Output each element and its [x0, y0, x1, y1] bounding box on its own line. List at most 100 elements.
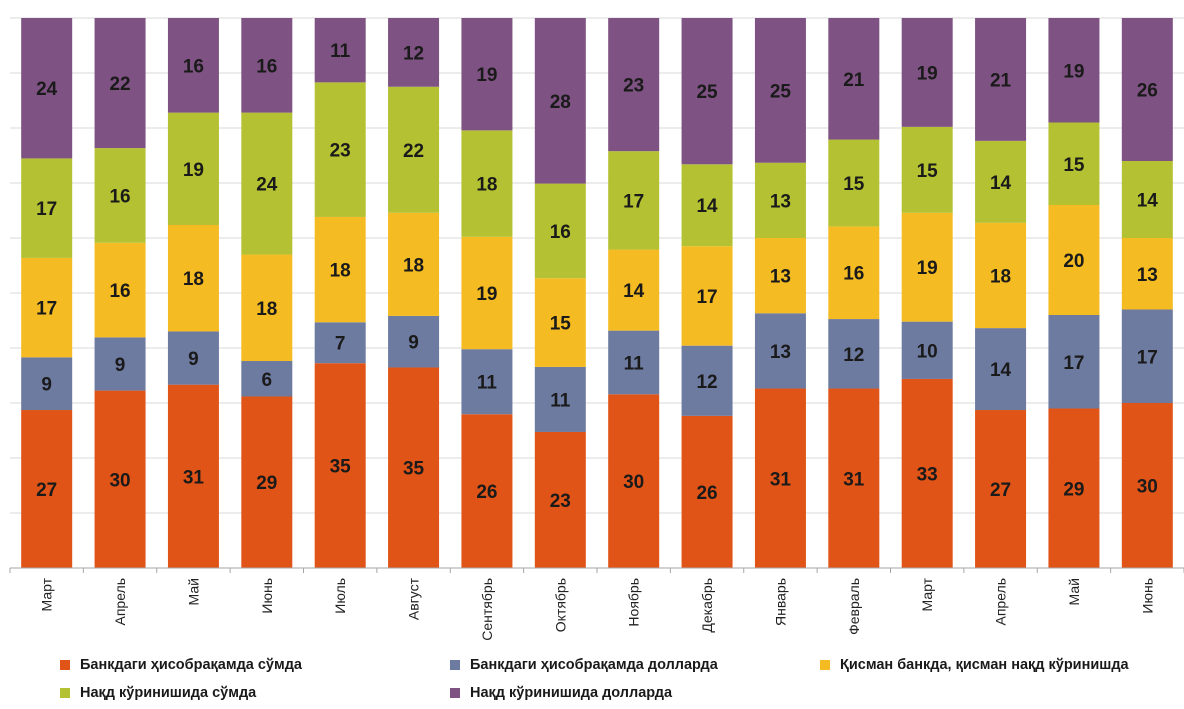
data-label: 16	[109, 186, 130, 207]
bar-segment	[167, 112, 219, 225]
data-label: 25	[770, 81, 792, 102]
bar-segment	[314, 216, 366, 323]
legend-item-series-1: Банкдаги ҳисобрақамда сўмда	[60, 655, 302, 675]
legend-item-series-2: Банкдаги ҳисобрақамда долларда	[450, 655, 718, 675]
data-label: 16	[550, 222, 571, 243]
data-label: 27	[990, 480, 1011, 501]
bar-segment	[608, 18, 660, 152]
bar-segment	[388, 212, 440, 316]
data-labels: 27 9 17 17 24 30 9 16 16 22 31 9 18 19 16 29 6 18 24 16 35 7 1…	[36, 41, 1158, 512]
legend-label: Нақд кўринишида сўмда	[80, 685, 257, 701]
data-label: 26	[696, 483, 717, 504]
bar-segment	[754, 18, 806, 163]
bar-segment	[1048, 408, 1100, 568]
data-label: 11	[624, 353, 645, 374]
data-label: 30	[109, 470, 130, 491]
bar-segment	[461, 18, 513, 131]
data-label: 17	[623, 191, 644, 212]
data-label: 17	[36, 299, 57, 320]
bar-segment	[241, 361, 293, 397]
data-label: 16	[256, 56, 277, 77]
data-label: 17	[36, 199, 57, 220]
data-label: 28	[550, 92, 571, 113]
data-label: 10	[917, 341, 938, 362]
bar-segment	[21, 410, 73, 568]
bar-segment	[901, 378, 953, 568]
bar-segment	[1048, 205, 1100, 315]
bar-segment	[608, 249, 660, 331]
bar-segment	[608, 151, 660, 250]
data-label: 14	[1137, 191, 1159, 212]
data-label: 20	[1063, 251, 1084, 272]
bar-segment	[754, 313, 806, 389]
data-label: 19	[917, 258, 938, 279]
data-label: 19	[183, 160, 204, 181]
x-axis: Март Апрель Май Июнь Июль Август Сентябрь Октяб…	[9, 567, 1184, 641]
legend-swatch	[450, 660, 460, 670]
x-tick-label: Ноябрь	[626, 578, 642, 627]
data-label: 11	[550, 390, 571, 411]
data-label: 35	[403, 459, 425, 480]
bar-segment	[828, 388, 880, 568]
data-label: 6	[262, 370, 273, 391]
data-label: 31	[843, 469, 865, 490]
data-label: 15	[843, 174, 865, 195]
bar-segment	[754, 162, 806, 238]
x-tick-label: Октябрь	[552, 578, 568, 632]
legend-swatch	[60, 660, 70, 670]
bar-segment	[167, 18, 219, 113]
stacked-bar-chart: 27 9 17 17 24 30 9 16 16 22 31 9 18 19 16 29 6 18 24 16 35 7 1…	[9, 17, 1184, 641]
legend-item-series-4: Нақд кўринишида сўмда	[60, 683, 256, 703]
data-label: 22	[109, 74, 130, 95]
data-label: 9	[41, 375, 52, 396]
data-label: 17	[696, 287, 717, 308]
data-label: 24	[256, 175, 278, 196]
bar-segment	[241, 112, 293, 255]
bar-segment	[388, 315, 440, 368]
bars	[21, 18, 1173, 568]
bar-segment	[1121, 161, 1173, 238]
data-label: 13	[1137, 265, 1158, 286]
bar-segment	[21, 357, 73, 411]
legend-item-series-3: Қисман банкда, қисман нақд кўринишда	[820, 655, 1129, 675]
x-tick-label: Май	[1066, 578, 1082, 605]
x-tick-label: Январь	[772, 578, 788, 626]
bar-segment	[94, 390, 146, 568]
bar-segment	[975, 410, 1027, 568]
bar-segment	[94, 337, 146, 391]
data-label: 14	[990, 173, 1012, 194]
data-label: 26	[1137, 81, 1158, 102]
data-label: 23	[550, 491, 571, 512]
data-label: 16	[843, 264, 864, 285]
bar-segment	[1048, 18, 1100, 123]
data-label: 11	[330, 41, 351, 62]
data-label: 27	[36, 480, 57, 501]
x-tick-label: Апрель	[112, 578, 128, 626]
data-label: 33	[917, 464, 938, 485]
bar-segment	[534, 18, 586, 184]
bar-segment	[241, 18, 293, 113]
data-label: 9	[115, 355, 126, 376]
data-label: 29	[256, 473, 277, 494]
data-label: 11	[477, 373, 498, 394]
bar-segment	[828, 226, 880, 320]
x-tick-label: Сентябрь	[479, 578, 495, 641]
bar-segment	[167, 224, 219, 332]
data-label: 19	[476, 284, 497, 305]
data-label: 13	[770, 342, 791, 363]
data-label: 18	[476, 175, 497, 196]
bar-segment	[901, 321, 953, 379]
bar-segment	[388, 18, 440, 87]
legend-item-series-5: Нақд кўринишида долларда	[450, 683, 672, 703]
bar-segment	[461, 414, 513, 568]
bar-segment	[388, 367, 440, 568]
bar-segment	[901, 212, 953, 322]
bar-segment	[461, 236, 513, 350]
bar-segment	[754, 238, 806, 314]
bar-segment	[975, 140, 1027, 223]
legend: Банкдаги ҳисобрақамда сўмда Банкдаги ҳис…	[50, 655, 1180, 705]
bar-segment	[94, 18, 146, 149]
data-label: 12	[696, 372, 717, 393]
bar-segment	[608, 394, 660, 568]
bar-segment	[241, 396, 293, 568]
